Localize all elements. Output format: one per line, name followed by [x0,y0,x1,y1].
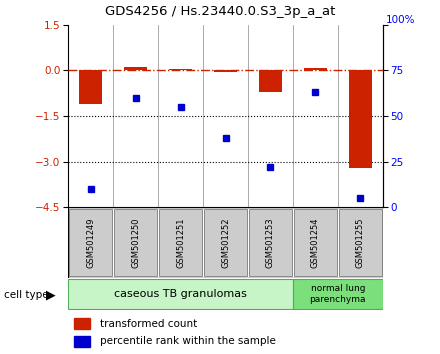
Text: caseous TB granulomas: caseous TB granulomas [114,289,247,299]
Bar [69,209,112,276]
Bar [259,70,282,92]
Bar [74,336,90,347]
Bar [114,209,157,276]
Bar [125,67,147,70]
Text: GSM501254: GSM501254 [311,217,320,268]
Bar [214,70,237,72]
Text: GSM501253: GSM501253 [266,217,275,268]
Text: GDS4256 / Hs.23440.0.S3_3p_a_at: GDS4256 / Hs.23440.0.S3_3p_a_at [105,5,335,18]
Bar [159,209,202,276]
Text: cell type: cell type [4,290,49,299]
Bar [293,279,383,309]
Text: normal lung
parenchyma: normal lung parenchyma [310,284,366,303]
Text: GSM501252: GSM501252 [221,217,230,268]
Bar [294,209,337,276]
Text: GSM501249: GSM501249 [86,217,95,268]
Bar [349,70,371,167]
Bar [74,318,90,329]
Bar [339,209,382,276]
Text: GSM501251: GSM501251 [176,217,185,268]
Text: percentile rank within the sample: percentile rank within the sample [99,336,275,346]
Bar [80,70,102,104]
Bar [169,69,192,70]
Text: ▶: ▶ [46,288,56,301]
Bar [249,209,292,276]
Text: GSM501250: GSM501250 [131,217,140,268]
Text: transformed count: transformed count [99,319,197,329]
Text: GSM501255: GSM501255 [356,217,365,268]
Bar [304,68,326,70]
Bar [204,209,247,276]
Bar [68,279,293,309]
Text: 100%: 100% [386,15,415,25]
